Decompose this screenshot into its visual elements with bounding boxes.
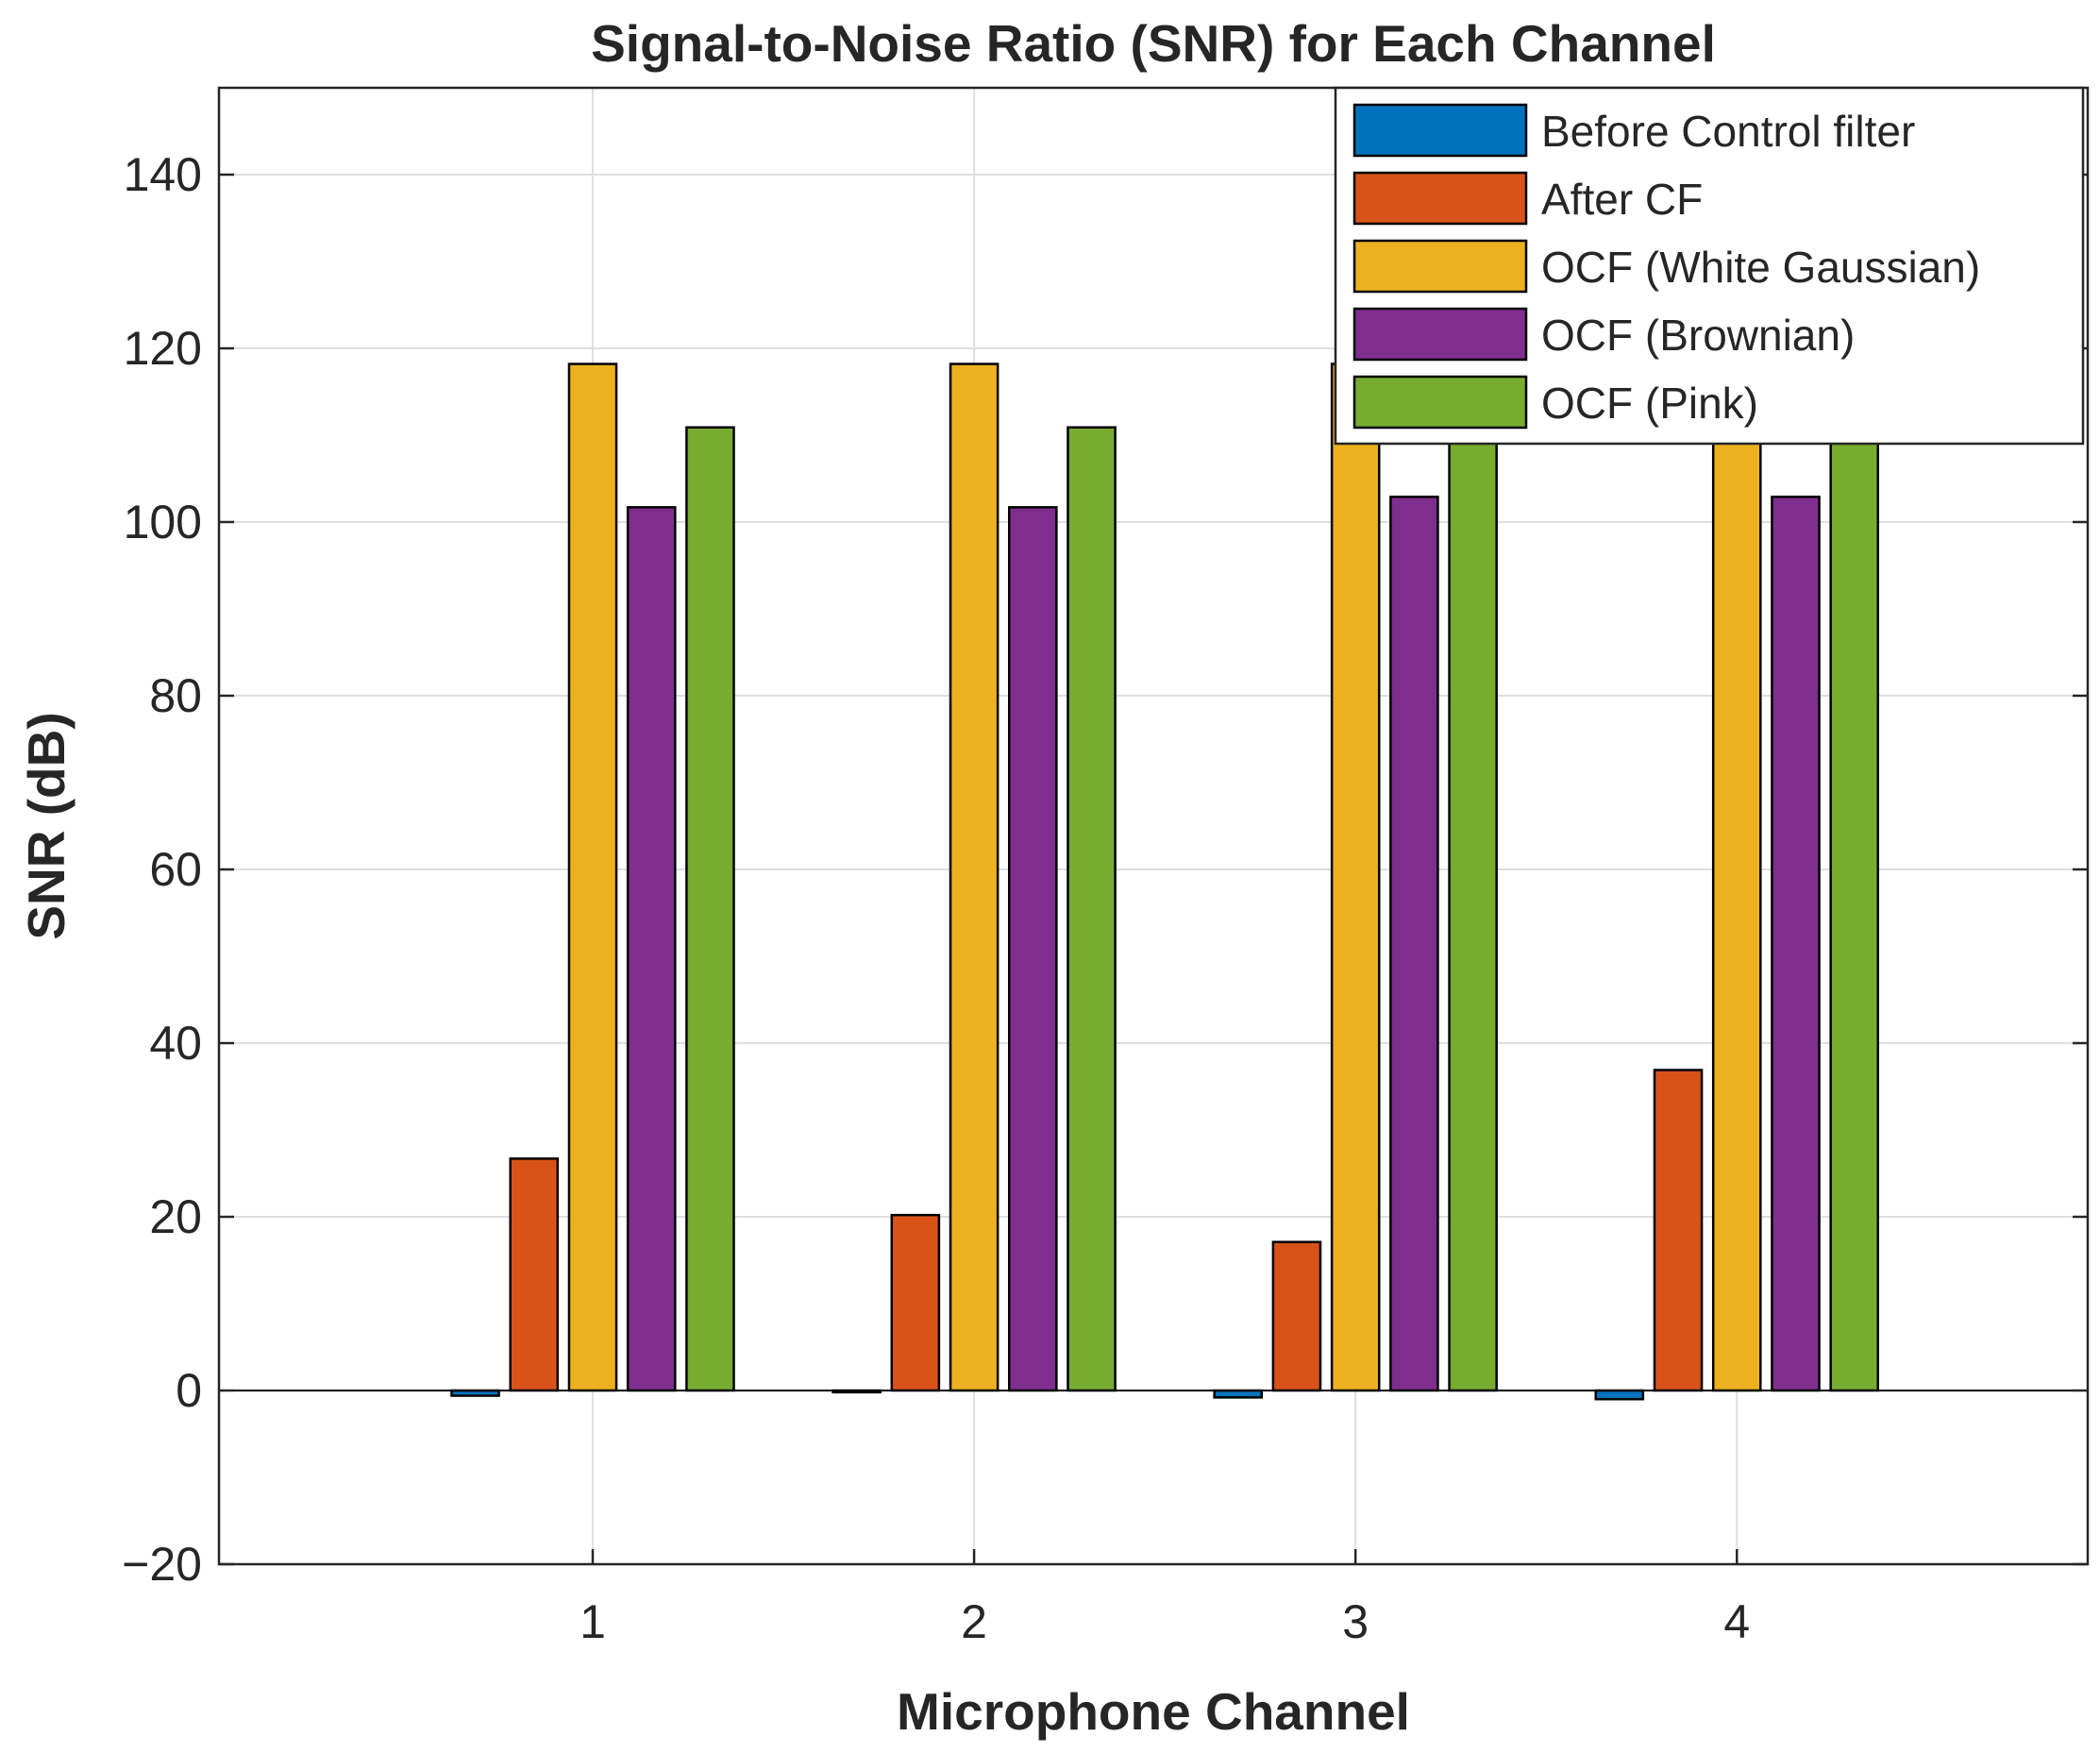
axis-ticks: −20 0 20 40 60 80 100 120 140 1 2 3 4 (122, 148, 2088, 1648)
y-tick-label: 140 (124, 148, 202, 201)
legend-swatch (1352, 307, 1528, 362)
y-tick-label: 40 (149, 1017, 202, 1070)
bar (1067, 426, 1117, 1392)
legend-swatch (1352, 103, 1528, 158)
bar (1330, 362, 1381, 1392)
y-tick-label: 100 (124, 496, 202, 548)
bar (1271, 1240, 1322, 1392)
bar (1448, 426, 1498, 1392)
bar (1653, 1069, 1704, 1392)
legend-entry-label: Before Control filter (1541, 107, 1915, 156)
bar (567, 362, 618, 1392)
x-tick-label: 3 (1342, 1595, 1369, 1648)
bar (1829, 426, 1880, 1392)
x-tick-label: 2 (961, 1595, 987, 1648)
y-tick-label: 0 (176, 1364, 202, 1417)
y-axis-label: SNR (dB) (17, 712, 76, 939)
legend-entry-label: OCF (White Gaussian) (1541, 243, 1980, 292)
bar (626, 506, 677, 1392)
y-tick-label: 80 (149, 669, 202, 722)
bar (890, 1213, 941, 1392)
y-tick-label: 60 (149, 843, 202, 896)
y-tick-label: −20 (122, 1538, 202, 1591)
bar (1771, 496, 1821, 1392)
bar (1213, 1389, 1264, 1399)
bar (1711, 362, 1762, 1392)
y-tick-label: 20 (149, 1190, 202, 1243)
legend-entry-label: After CF (1541, 175, 1703, 224)
x-axis-label: Microphone Channel (897, 1682, 1410, 1741)
bars (450, 362, 1880, 1401)
legend-entry-label: OCF (Pink) (1541, 379, 1758, 428)
x-tick-label: 1 (580, 1595, 606, 1648)
legend: Before Control filter After CF OCF (White … (1334, 86, 2085, 446)
bar (949, 362, 1000, 1392)
legend-swatch (1352, 239, 1528, 294)
bar (1008, 506, 1058, 1392)
x-tick-label: 4 (1723, 1595, 1750, 1648)
legend-entry-label: OCF (Brownian) (1541, 311, 1855, 360)
plot-area-frame (217, 86, 2090, 1566)
legend-swatch (1352, 171, 1528, 226)
bar (1594, 1389, 1645, 1401)
y-tick-label: 120 (124, 322, 202, 375)
chart-title: Signal-to-Noise Ratio (SNR) for Each Cha… (591, 14, 1716, 73)
legend-swatch (1352, 375, 1528, 430)
bar (1389, 496, 1439, 1392)
bar (509, 1157, 560, 1392)
bar (685, 426, 735, 1392)
